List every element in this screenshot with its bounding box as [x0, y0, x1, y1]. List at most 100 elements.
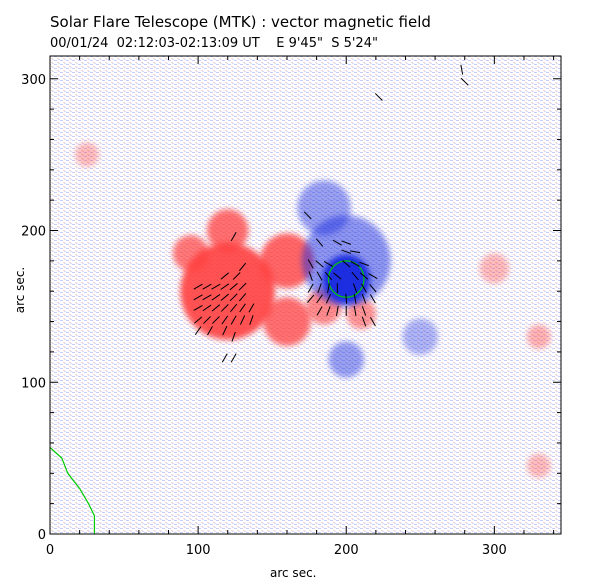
vector-74	[303, 211, 312, 220]
region-positive-14	[75, 142, 99, 167]
vector-38	[323, 260, 334, 267]
region-positive-2	[207, 209, 249, 252]
vector-61	[361, 283, 367, 293]
vector-27	[207, 326, 213, 336]
vector-1	[202, 283, 212, 290]
vector-25	[249, 315, 254, 325]
vector-57	[353, 293, 357, 304]
vector-5	[238, 282, 247, 291]
vector-23	[230, 315, 237, 325]
vector-7	[202, 294, 212, 301]
vector-72	[332, 239, 342, 246]
vector-9	[220, 293, 229, 301]
contour-edge	[50, 447, 96, 534]
region-positive-0	[180, 242, 276, 340]
vector-66	[342, 260, 351, 268]
region-positive-4	[263, 297, 311, 346]
vector-60	[352, 283, 358, 294]
vector-69	[341, 249, 352, 254]
vector-32	[238, 262, 247, 272]
vector-13	[202, 304, 212, 312]
vector-40	[316, 271, 323, 281]
vector-45	[327, 283, 330, 294]
vector-0	[193, 283, 203, 290]
plot-frame	[49, 55, 562, 535]
vector-78	[460, 77, 469, 86]
vector-6	[193, 294, 203, 301]
vector-15	[220, 304, 229, 312]
vector-63	[351, 271, 359, 281]
vector-12	[193, 304, 203, 311]
region-negative-9	[297, 180, 351, 236]
x-axis-label: arc sec.	[270, 566, 317, 580]
vector-10	[229, 293, 238, 302]
y-tick-label: 300	[21, 73, 46, 88]
vector-54	[353, 305, 357, 316]
vector-64	[359, 272, 369, 280]
vector-36	[307, 259, 314, 269]
x-tick-label: 300	[482, 543, 507, 558]
vector-24	[239, 315, 246, 325]
x-tick-label: 200	[334, 543, 359, 558]
vector-33	[230, 231, 237, 242]
vector-35	[230, 353, 237, 363]
vector-29	[231, 331, 236, 342]
axis-ticks: 0 100 200 300 0 100 200 300	[21, 56, 561, 558]
vector-17	[239, 303, 246, 313]
vector-51	[326, 306, 331, 316]
vector-73	[341, 240, 352, 245]
vector-21	[212, 316, 220, 324]
field-vectors	[193, 64, 469, 363]
vector-55	[361, 306, 367, 316]
vector-49	[325, 294, 332, 304]
region-negative-10	[328, 341, 365, 378]
vector-3	[220, 283, 230, 290]
vector-56	[345, 293, 348, 304]
plot-background	[50, 56, 561, 534]
vector-58	[361, 293, 367, 304]
vector-48	[316, 294, 323, 304]
region-positive-1	[172, 235, 209, 272]
vector-34	[221, 353, 228, 363]
vector-68	[359, 261, 369, 267]
vector-71	[315, 238, 324, 247]
vector-31	[232, 272, 241, 280]
vector-11	[238, 293, 247, 302]
y-tick-label: 100	[21, 376, 46, 391]
x-tick-label: 100	[186, 543, 211, 558]
vector-79	[374, 93, 383, 101]
region-positive-12	[479, 253, 510, 284]
vector-76	[369, 316, 376, 327]
vector-30	[220, 272, 229, 280]
vector-37	[315, 260, 324, 268]
region-positive-6	[346, 298, 376, 330]
vector-41	[324, 271, 333, 281]
vector-43	[307, 283, 314, 293]
vector-47	[307, 294, 315, 303]
vector-2	[211, 283, 221, 290]
vector-70	[350, 250, 361, 254]
vector-42	[333, 272, 342, 280]
chart-subtitle: 00/01/24 02:12:03-02:13:09 UT E 9'45" S …	[50, 36, 378, 51]
field-regions	[75, 142, 551, 478]
vector-19	[193, 316, 203, 324]
region-positive-15	[526, 453, 551, 478]
vector-39	[308, 271, 313, 281]
vector-4	[229, 283, 238, 291]
region-positive-13	[526, 324, 551, 349]
y-tick-label: 0	[38, 528, 46, 543]
vector-8	[211, 293, 221, 301]
region-positive-3	[260, 233, 314, 289]
y-tick-label: 200	[21, 225, 46, 240]
region-negative-11	[402, 318, 439, 355]
vector-50	[316, 306, 323, 316]
chart-title: Solar Flare Telescope (MTK) : vector mag…	[50, 13, 431, 31]
vector-20	[203, 316, 211, 324]
vector-44	[317, 283, 322, 294]
vector-14	[211, 304, 221, 312]
x-tick-label: 0	[46, 543, 54, 558]
vector-59	[369, 294, 376, 304]
vector-18	[248, 303, 255, 313]
vector-16	[230, 303, 238, 313]
